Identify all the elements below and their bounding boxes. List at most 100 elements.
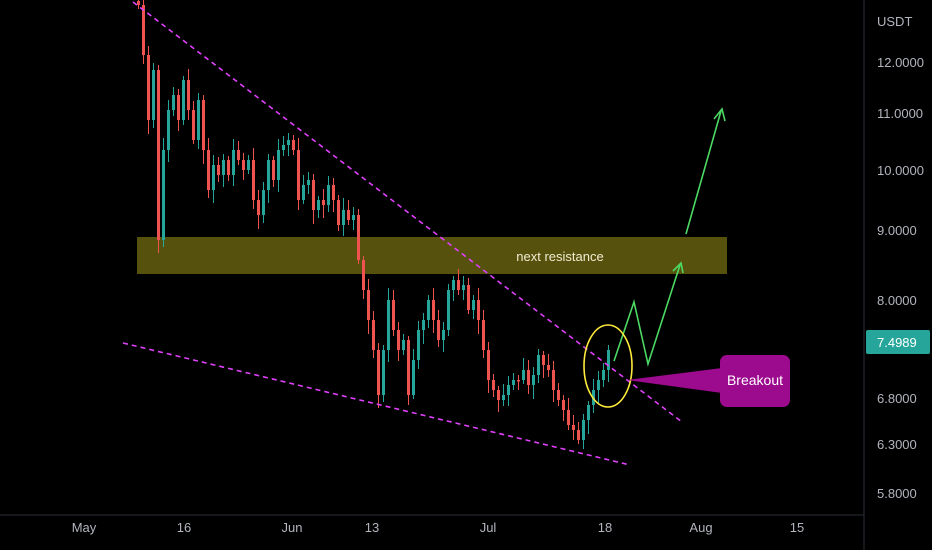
- candle-body: [297, 150, 300, 200]
- candle-body: [372, 320, 375, 350]
- candle-body: [172, 95, 175, 110]
- breakout-callout-pointer: [627, 368, 722, 393]
- candle-body: [387, 300, 390, 350]
- candle-body: [427, 300, 430, 320]
- candle-body: [402, 340, 405, 350]
- projection-arrowhead-long: [713, 107, 726, 122]
- candle-body: [292, 140, 295, 150]
- candle-body: [562, 400, 565, 410]
- candle-body: [302, 185, 305, 200]
- candle-body: [357, 215, 360, 260]
- candle-body: [517, 380, 520, 382]
- candle-body: [392, 300, 395, 330]
- candle-body: [362, 260, 365, 290]
- candle-body: [207, 150, 210, 190]
- projection-arrowhead-short: [672, 261, 684, 274]
- candle-body: [432, 300, 435, 320]
- candle-body: [382, 350, 385, 395]
- candle-body: [567, 410, 570, 425]
- candle-body: [577, 430, 580, 440]
- candle-body: [482, 320, 485, 350]
- candle-body: [552, 370, 555, 390]
- projection-path-long[interactable]: [685, 110, 722, 235]
- candle-body: [587, 405, 590, 420]
- price-tick-label: 10.0000: [877, 163, 924, 178]
- price-axis-unit: USDT: [877, 14, 912, 29]
- candle-body: [447, 290, 450, 330]
- candle-body: [227, 160, 230, 175]
- price-tick-label: 12.0000: [877, 55, 924, 70]
- candles-group: [137, 0, 610, 449]
- candle-body: [217, 165, 220, 175]
- time-tick-label: 18: [598, 520, 612, 535]
- candle-body: [347, 210, 350, 220]
- candle-body: [602, 370, 605, 380]
- time-axis-labels: May 16 Jun 13 Jul 18 Aug 15: [72, 520, 805, 535]
- candle-body: [282, 145, 285, 150]
- time-tick-label: Aug: [689, 520, 712, 535]
- candle-body: [137, 1, 140, 5]
- price-tick-label: 5.8000: [877, 486, 917, 501]
- candle-body: [492, 380, 495, 390]
- candle-body: [542, 355, 545, 365]
- price-tick-label: 8.0000: [877, 293, 917, 308]
- lower-trendline[interactable]: [122, 342, 631, 466]
- candle-body: [572, 425, 575, 430]
- candle-body: [342, 210, 345, 225]
- candle-body: [507, 385, 510, 395]
- candle-body: [287, 140, 290, 145]
- candle-body: [487, 350, 490, 380]
- last-price-label: 7.4989: [877, 335, 917, 350]
- candle-body: [312, 180, 315, 210]
- candle-body: [397, 330, 400, 350]
- price-tick-label: 11.0000: [877, 106, 923, 121]
- candle-body: [607, 350, 610, 370]
- candle-body: [537, 355, 540, 375]
- price-tick-label: 6.3000: [877, 437, 917, 452]
- candle-body: [467, 285, 470, 310]
- time-tick-label: 16: [177, 520, 191, 535]
- candle-body: [162, 150, 165, 240]
- projection-path-short[interactable]: [613, 264, 681, 368]
- candle-body: [437, 320, 440, 340]
- time-tick-label: Jun: [282, 520, 303, 535]
- candle-body: [202, 100, 205, 150]
- candle-body: [472, 300, 475, 310]
- price-tick-label: 9.0000: [877, 223, 917, 238]
- candle-body: [182, 80, 185, 120]
- breakout-callout-label: Breakout: [727, 372, 783, 388]
- candle-body: [527, 370, 530, 385]
- candle-body: [232, 150, 235, 175]
- candle-body: [497, 390, 500, 400]
- time-tick-label: Jul: [480, 520, 497, 535]
- candle-body: [277, 150, 280, 180]
- candle-body: [377, 350, 380, 395]
- candle-body: [272, 160, 275, 180]
- candle-body: [412, 360, 415, 395]
- candle-body: [197, 100, 200, 140]
- candle-body: [257, 200, 260, 215]
- candle-body: [582, 420, 585, 440]
- candle-body: [242, 160, 245, 170]
- candle-body: [212, 165, 215, 190]
- candle-body: [167, 110, 170, 150]
- candle-body: [502, 395, 505, 400]
- candle-body: [512, 380, 515, 385]
- candle-body: [422, 320, 425, 330]
- candle-body: [462, 285, 465, 290]
- candle-body: [477, 300, 480, 320]
- candle-body: [452, 280, 455, 290]
- breakout-callout[interactable]: [720, 355, 790, 407]
- candle-body: [147, 55, 150, 120]
- candle-body: [417, 330, 420, 360]
- candle-body: [532, 375, 535, 385]
- resistance-zone[interactable]: [137, 237, 727, 274]
- breakout-circle[interactable]: [583, 324, 633, 408]
- upper-trendline[interactable]: [132, 1, 683, 423]
- last-price-badge: [866, 330, 930, 354]
- candle-body: [327, 185, 330, 205]
- candle-body: [442, 330, 445, 340]
- time-tick-label: 13: [365, 520, 379, 535]
